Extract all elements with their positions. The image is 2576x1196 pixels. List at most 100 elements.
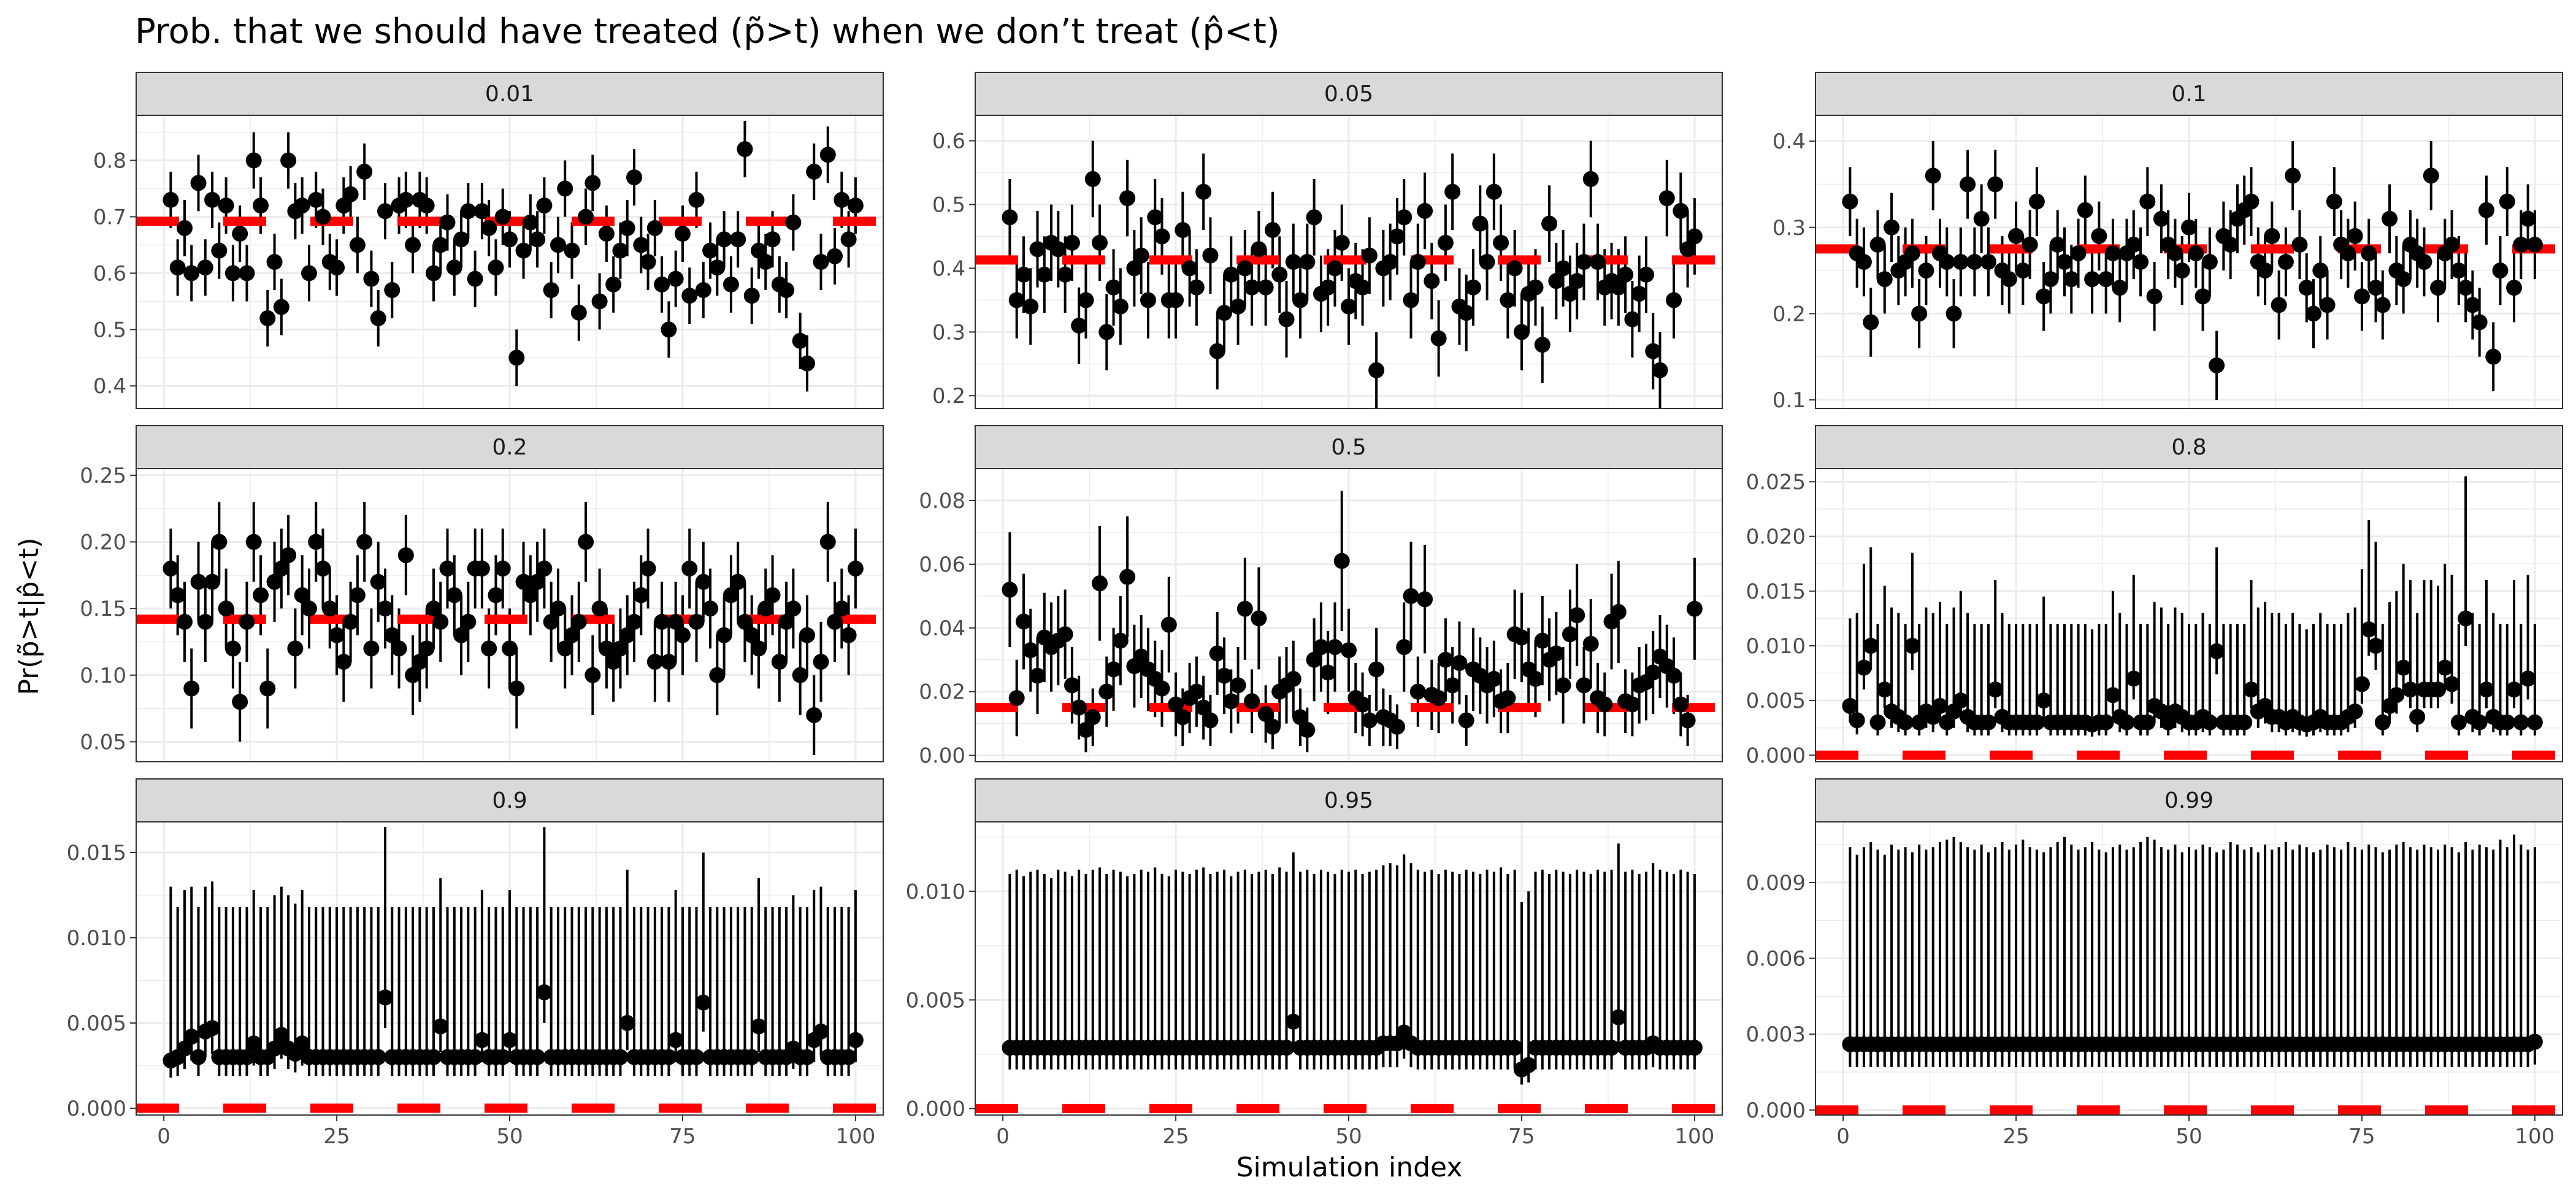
y-tick-label: 0.003 (1746, 1022, 1806, 1047)
data-point (1458, 305, 1474, 321)
data-point (301, 265, 317, 282)
data-point (1154, 228, 1170, 245)
data-point (488, 587, 504, 604)
y-tick-label: 0.3 (932, 320, 965, 345)
data-point (1855, 659, 1872, 676)
data-point (2367, 280, 2384, 296)
data-point (1285, 254, 1301, 270)
data-point (163, 560, 179, 577)
data-point (1562, 626, 1578, 643)
facet-strip (1815, 72, 2563, 116)
data-point (1223, 266, 1240, 283)
facet-panel: 0.01 0.4 0.5 0.6 0.7 0.8 (93, 72, 884, 409)
data-point (467, 270, 483, 287)
data-point (2430, 280, 2446, 296)
data-point (245, 152, 262, 169)
x-tick-label: 75 (1508, 1124, 1535, 1149)
data-point (2395, 271, 2412, 288)
data-point (834, 600, 850, 617)
data-point (2347, 703, 2363, 719)
data-point (1126, 260, 1143, 277)
data-point (1354, 696, 1371, 713)
y-tick-label: 0.6 (932, 129, 965, 154)
y-tick-label: 0.005 (906, 988, 965, 1013)
y-tick-label: 0.7 (93, 205, 126, 229)
data-point (1188, 683, 1205, 700)
data-point (370, 310, 386, 326)
data-point (2201, 714, 2218, 730)
data-point (674, 226, 691, 242)
data-point (2306, 305, 2321, 322)
data-point (370, 1049, 386, 1065)
data-point (1084, 171, 1101, 187)
data-point (2513, 236, 2529, 253)
data-point (1271, 266, 1288, 283)
data-point (626, 169, 642, 186)
data-point (1050, 241, 1067, 258)
data-point (515, 573, 532, 590)
data-point (1188, 279, 1205, 296)
data-point (778, 282, 795, 298)
data-point (695, 994, 711, 1011)
data-point (467, 1049, 483, 1065)
data-point (2499, 714, 2515, 730)
data-point (2104, 687, 2121, 703)
data-point (1513, 324, 1530, 340)
data-point (1396, 209, 1413, 226)
data-point (349, 587, 366, 604)
data-point (723, 276, 739, 293)
data-point (764, 587, 781, 604)
data-point (1500, 292, 1516, 309)
data-point (2347, 228, 2363, 244)
data-point (412, 654, 428, 670)
data-point (813, 1023, 829, 1040)
y-tick-label: 0.25 (80, 464, 126, 488)
data-point (1980, 714, 1996, 730)
data-point (204, 191, 221, 208)
facet-label: 0.99 (2164, 788, 2214, 813)
data-point (1341, 298, 1357, 315)
data-point (654, 276, 670, 293)
facet-label: 0.05 (1324, 82, 1373, 107)
data-point (218, 600, 234, 617)
data-point (1527, 279, 1544, 296)
data-point (1863, 637, 1879, 654)
data-point (654, 613, 670, 630)
data-point (1686, 228, 1703, 245)
data-point (743, 627, 760, 643)
data-point (439, 214, 456, 231)
data-point (253, 587, 269, 604)
data-point (1119, 190, 1136, 207)
data-point (1855, 254, 1872, 270)
data-point (543, 613, 559, 630)
data-point (1354, 279, 1371, 296)
data-point (1292, 709, 1309, 726)
data-point (688, 613, 705, 630)
data-point (2499, 193, 2515, 210)
data-point (1576, 677, 1592, 694)
data-point (1465, 279, 1481, 296)
data-point (2430, 681, 2446, 698)
data-point (2382, 210, 2398, 227)
facet-panel: 0.95 0.000 0.005 0.010 0 25 50 75 100 (906, 778, 1723, 1149)
y-tick-label: 0.010 (906, 880, 965, 904)
data-point (1320, 664, 1336, 681)
data-point (1842, 698, 1858, 715)
facet-panel: 0.5 0.00 0.02 0.04 0.06 0.08 (919, 425, 1723, 769)
data-point (1098, 683, 1115, 700)
data-point (743, 1049, 760, 1065)
data-point (169, 259, 186, 276)
data-point (1071, 699, 1087, 716)
data-point (2506, 681, 2523, 698)
data-point (2008, 228, 2025, 244)
data-point (1209, 343, 1225, 359)
data-point (1876, 271, 1893, 288)
data-point (813, 254, 829, 270)
data-point (1195, 183, 1212, 200)
data-point (502, 640, 518, 657)
x-tick-label: 75 (2348, 1124, 2375, 1149)
data-point (1361, 247, 1378, 264)
data-point (819, 147, 836, 163)
data-point (239, 1049, 255, 1065)
data-point (840, 627, 857, 643)
